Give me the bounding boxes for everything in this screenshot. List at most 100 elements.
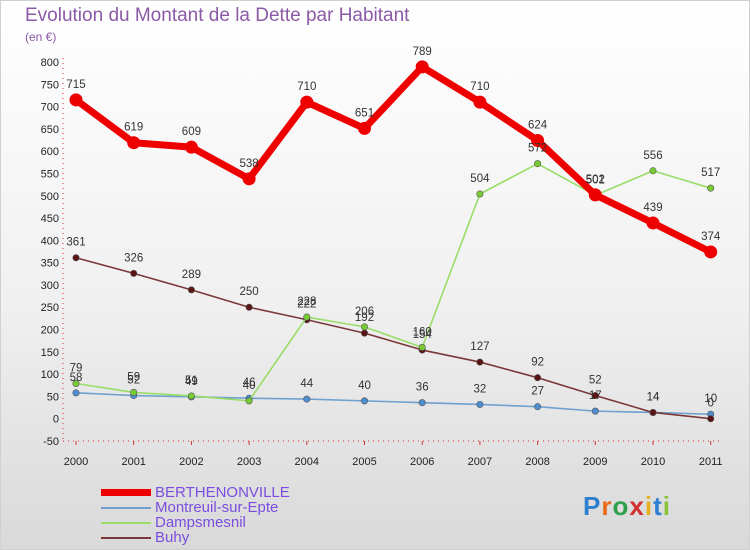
y-tick-label: 600 (41, 146, 59, 158)
data-point (649, 167, 657, 175)
data-label: 206 (355, 306, 374, 318)
data-point (646, 216, 660, 230)
data-point (130, 388, 138, 396)
data-label: 32 (474, 383, 487, 395)
y-tick-label: 50 (47, 391, 59, 403)
y-tick-label: 700 (41, 102, 59, 114)
data-label: 538 (240, 158, 259, 170)
legend-label: Buhy (155, 529, 190, 546)
legend-item: BERTHENONVILLE (101, 485, 290, 500)
data-label: 52 (589, 375, 602, 387)
data-point (415, 60, 429, 74)
data-label: 40 (243, 380, 256, 392)
x-tick-label: 2004 (295, 456, 319, 468)
data-point (591, 392, 599, 400)
logo-letter: o (612, 491, 630, 521)
data-point (360, 397, 368, 405)
data-point (588, 188, 602, 202)
data-label: 619 (124, 122, 143, 134)
data-label: 44 (300, 378, 313, 390)
chart-unit: (en €) (25, 30, 57, 44)
x-tick-label: 2002 (179, 456, 203, 468)
data-label: 572 (528, 143, 547, 155)
y-tick-label: 0 (53, 414, 59, 426)
data-point (127, 136, 141, 150)
data-point (476, 190, 484, 198)
data-label: 14 (647, 391, 660, 403)
logo-letter: t (653, 491, 663, 521)
data-label: 160 (413, 326, 432, 338)
data-label: 222 (297, 299, 316, 311)
y-tick-label: -50 (43, 436, 59, 448)
series-line (75, 162, 711, 402)
data-label: 40 (358, 380, 371, 392)
data-label: 710 (297, 81, 316, 93)
data-label: 14 (647, 391, 660, 403)
data-point (130, 269, 138, 277)
x-tick-label: 2009 (583, 456, 607, 468)
chart-title: Evolution du Montant de la Dette par Hab… (25, 5, 410, 26)
series-line (75, 392, 711, 416)
y-tick-label: 450 (41, 213, 59, 225)
data-label: 52 (127, 375, 140, 387)
y-tick-label: 800 (41, 57, 59, 69)
x-tick-label: 2001 (121, 456, 145, 468)
data-label: 609 (182, 126, 201, 138)
data-label: 710 (470, 81, 489, 93)
data-point (245, 303, 253, 311)
data-label: 17 (589, 390, 602, 402)
y-tick-label: 550 (41, 168, 59, 180)
logo-letter: r (601, 491, 613, 521)
data-label: 0 (707, 398, 713, 410)
data-point (72, 389, 80, 397)
logo-letter: i (644, 491, 654, 521)
data-point (69, 93, 83, 107)
data-label: 361 (66, 237, 85, 249)
data-label: 715 (66, 79, 85, 91)
data-label: 51 (185, 375, 198, 387)
data-point (245, 397, 253, 405)
legend-item: Dampsmesnil (101, 515, 290, 530)
x-tick-label: 2005 (352, 456, 376, 468)
y-tick-label: 150 (41, 347, 59, 359)
data-point (534, 160, 542, 168)
data-point (707, 184, 715, 192)
data-label: 10 (704, 393, 717, 405)
data-point (360, 323, 368, 331)
data-point (72, 379, 80, 387)
data-point (704, 245, 718, 259)
data-label: 58 (70, 372, 83, 384)
data-label: 59 (127, 371, 140, 383)
data-label: 46 (243, 377, 256, 389)
data-point (531, 133, 545, 147)
data-label: 49 (185, 376, 198, 388)
data-label: 517 (701, 167, 720, 179)
data-point (707, 415, 715, 423)
data-label: 624 (528, 119, 548, 131)
proxiti-logo: Proxiti (583, 491, 671, 522)
logo-letter: P (583, 491, 602, 521)
legend-label: Montreuil-sur-Epte (155, 499, 279, 516)
data-label: 289 (182, 269, 201, 281)
x-tick-label: 2010 (641, 456, 665, 468)
data-label: 502 (586, 174, 605, 186)
legend-item: Montreuil-sur-Epte (101, 500, 290, 515)
data-label: 92 (531, 357, 544, 369)
data-label: 556 (643, 150, 662, 162)
data-label: 250 (240, 286, 259, 298)
logo-letter: x (629, 491, 645, 521)
data-point (184, 140, 198, 154)
data-point (187, 392, 195, 400)
legend-swatch (101, 506, 151, 509)
data-label: 192 (355, 312, 374, 324)
legend-item: Buhy (101, 530, 290, 545)
y-tick-label: 350 (41, 258, 59, 270)
y-tick-label: 200 (41, 325, 59, 337)
legend-swatch (101, 489, 151, 496)
data-point (242, 172, 256, 186)
data-label: 326 (124, 252, 143, 264)
data-point (534, 374, 542, 382)
y-tick-label: 250 (41, 302, 59, 314)
legend-label: Dampsmesnil (155, 514, 246, 531)
